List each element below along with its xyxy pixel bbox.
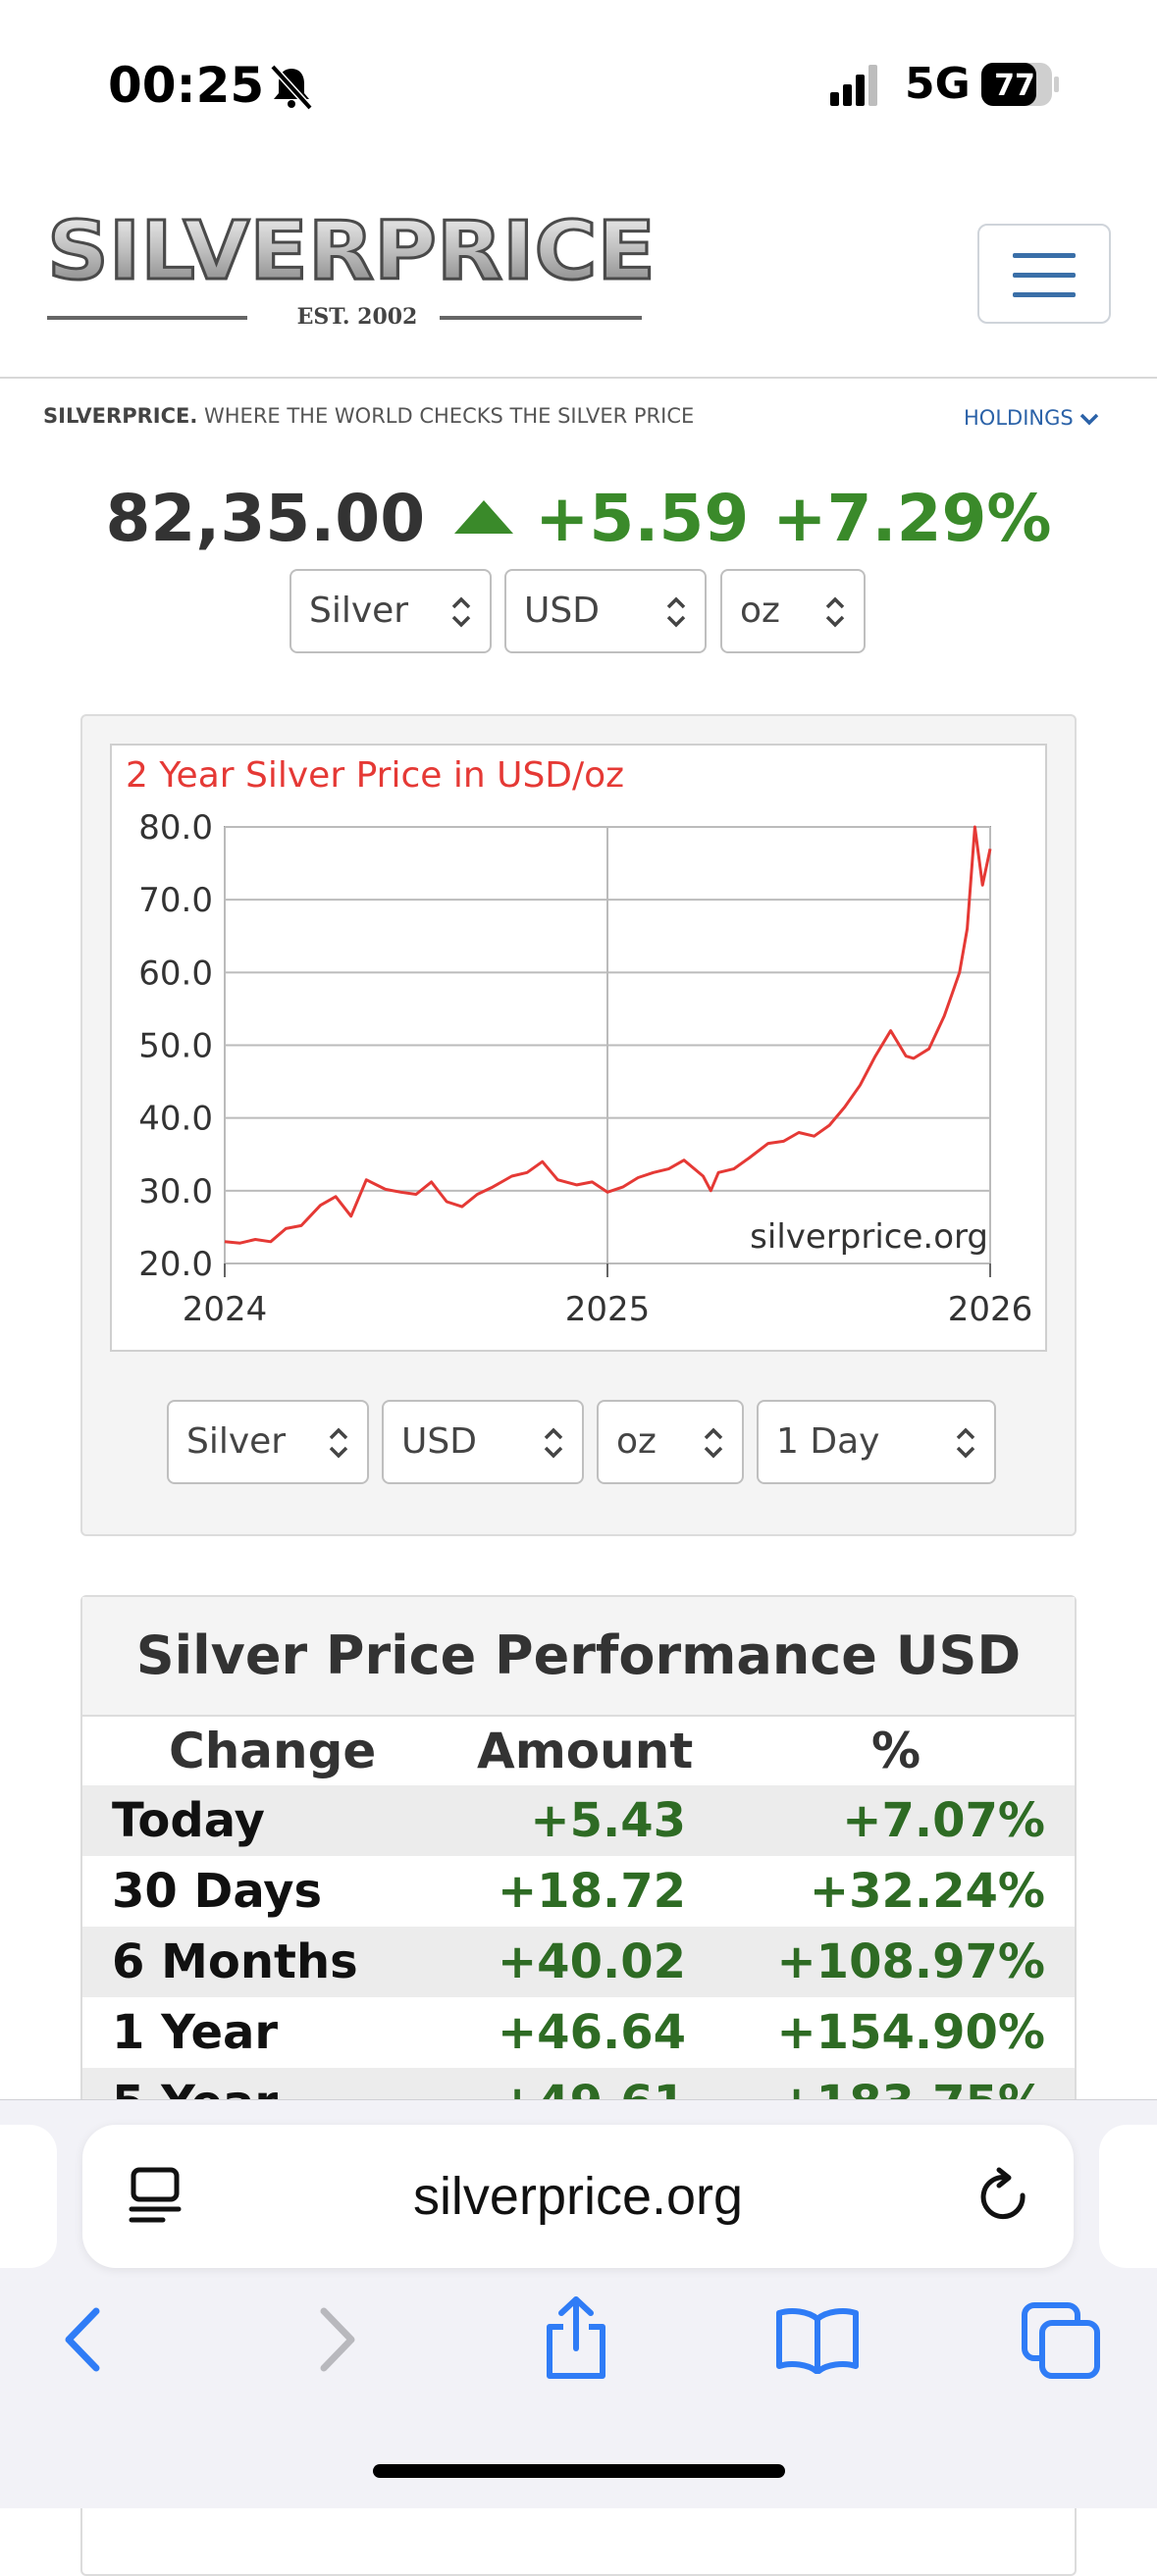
table-row: 1 Year +46.64 +154.90%	[82, 1997, 1075, 2068]
logo-wordmark: SILVERPRICE	[47, 216, 656, 298]
reader-mode-icon[interactable]	[128, 2166, 183, 2225]
header-percent: %	[871, 1723, 921, 1779]
logo-est: EST. 2002	[297, 304, 418, 330]
spot-price: 82,35.00	[105, 481, 426, 556]
chevron-updown-icon	[825, 596, 845, 628]
y-tick-label: 20.0	[138, 1245, 213, 1284]
y-tick-label: 30.0	[138, 1172, 213, 1211]
chart-title: 2 Year Silver Price in USD/oz	[126, 755, 625, 796]
y-tick-label: 60.0	[138, 953, 213, 993]
y-tick-label: 80.0	[138, 808, 213, 848]
row-percent: +154.90%	[776, 2005, 1045, 2060]
home-indicator[interactable]	[373, 2464, 785, 2478]
header-amount: Amount	[477, 1723, 694, 1779]
row-amount: +40.02	[497, 1934, 686, 1989]
row-amount: +46.64	[497, 2005, 686, 2060]
row-amount: +18.72	[497, 1864, 686, 1919]
row-percent: +32.24%	[809, 1864, 1045, 1919]
tagline-text: WHERE THE WORLD CHECKS THE SILVER PRICE	[204, 404, 695, 428]
table-row: Today +5.43 +7.07%	[82, 1785, 1075, 1856]
battery-level: 77	[994, 69, 1035, 103]
chevron-down-icon	[1080, 413, 1099, 426]
chevron-updown-icon	[704, 1427, 723, 1459]
holdings-link[interactable]: HOLDINGS	[964, 406, 1099, 430]
price-change: +5.59	[535, 481, 750, 556]
tabs-icon[interactable]	[1021, 2301, 1101, 2380]
next-tab[interactable]	[1099, 2125, 1157, 2268]
chevron-updown-icon	[666, 596, 686, 628]
tagline-brand: SILVERPRICE.	[43, 404, 198, 428]
chart-unit-select[interactable]: oz	[597, 1400, 744, 1484]
cellular-signal-icon	[830, 65, 877, 106]
url-text[interactable]: silverprice.org	[412, 2167, 744, 2226]
header-change: Change	[169, 1723, 377, 1779]
series-line	[224, 825, 992, 1245]
y-tick-label: 50.0	[138, 1027, 213, 1066]
table-row: 30 Days +18.72 +32.24%	[82, 1856, 1075, 1927]
address-bar[interactable]	[82, 2125, 1074, 2268]
chevron-updown-icon	[956, 1427, 975, 1459]
chevron-updown-icon	[451, 596, 471, 628]
performance-title: Silver Price Performance USD	[82, 1597, 1075, 1717]
forward-icon[interactable]	[310, 2305, 363, 2374]
up-arrow-icon	[454, 499, 514, 534]
row-label: 30 Days	[112, 1864, 323, 1919]
silverprice-logo[interactable]: SILVERPRICE EST. 2002	[43, 216, 671, 334]
row-percent: +7.07%	[842, 1793, 1045, 1848]
price-chart[interactable]: 20.0 30.0 40.0 50.0 60.0 70.0 80.0 2024 2025 2026…	[110, 744, 1047, 1352]
y-tick-label: 70.0	[138, 881, 213, 920]
metal-select[interactable]: Silver	[289, 569, 492, 653]
reload-icon[interactable]	[977, 2166, 1032, 2227]
menu-button[interactable]	[977, 224, 1111, 324]
holdings-label: HOLDINGS	[964, 406, 1074, 430]
bell-muted-icon	[270, 64, 313, 111]
row-amount: +5.43	[530, 1793, 686, 1848]
status-time: 00:25	[108, 57, 265, 114]
chart-currency-select[interactable]: USD	[382, 1400, 584, 1484]
table-row: 6 Months +40.02 +108.97%	[82, 1927, 1075, 1997]
chart-range-select[interactable]: 1 Day	[757, 1400, 996, 1484]
y-tick-label: 40.0	[138, 1100, 213, 1139]
battery-icon: 77	[981, 63, 1059, 106]
currency-select[interactable]: USD	[504, 569, 707, 653]
row-label: 6 Months	[112, 1934, 358, 1989]
row-label: 1 Year	[112, 2005, 279, 2060]
chevron-updown-icon	[544, 1427, 563, 1459]
x-tick-label: 2024	[183, 1290, 268, 1329]
tagline: SILVERPRICE. WHERE THE WORLD CHECKS THE …	[43, 404, 694, 428]
x-tick-label: 2026	[948, 1290, 1033, 1329]
row-label: Today	[112, 1793, 265, 1848]
bookmarks-icon[interactable]	[775, 2305, 860, 2374]
network-type: 5G	[905, 59, 971, 109]
menu-icon	[1013, 253, 1076, 258]
chart-metal-select[interactable]: Silver	[167, 1400, 369, 1484]
price-summary: 82,35.00 +5.59 +7.29%	[0, 481, 1157, 556]
chevron-updown-icon	[329, 1427, 348, 1459]
price-change-percent: +7.29%	[772, 481, 1052, 556]
x-tick-label: 2025	[565, 1290, 651, 1329]
chart-watermark: silverprice.org	[750, 1217, 988, 1257]
previous-tab[interactable]	[0, 2125, 57, 2268]
row-percent: +108.97%	[776, 1934, 1045, 1989]
header-divider	[0, 377, 1157, 379]
unit-select[interactable]: oz	[720, 569, 866, 653]
share-icon[interactable]	[540, 2295, 612, 2380]
back-icon[interactable]	[57, 2305, 110, 2374]
